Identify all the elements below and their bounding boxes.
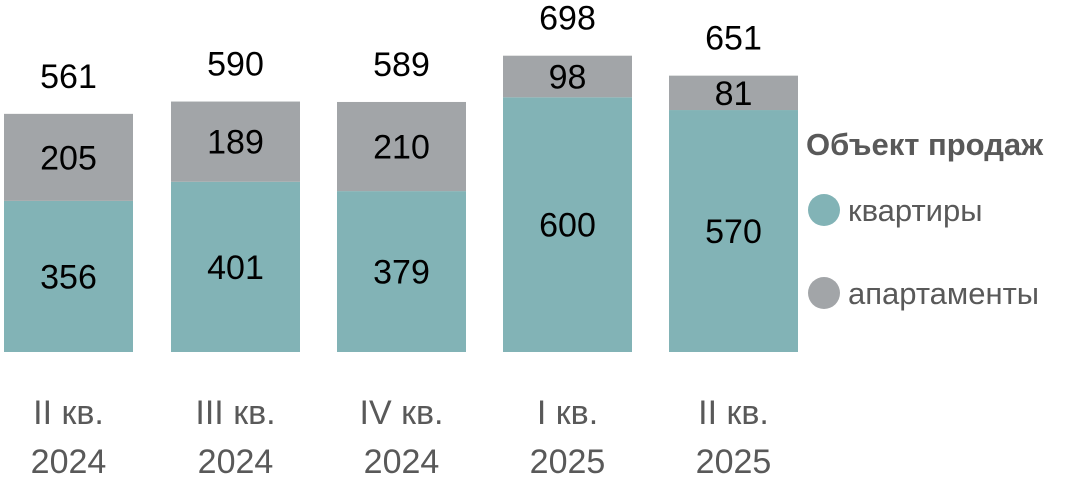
segment-value-label: 356 [40, 258, 97, 296]
bar-segment-apartments-service-2 [337, 101, 466, 192]
segment-value-label: 189 [207, 124, 264, 162]
category-label-line: II кв. [698, 394, 769, 432]
category-label-line: II кв. [33, 394, 104, 432]
total-value-label: 698 [539, 0, 596, 38]
bar-segment-apartments-flats-3 [503, 97, 632, 352]
segment-value-label: 600 [539, 207, 596, 245]
category-label-line: 2025 [696, 443, 772, 481]
segment-value-label: 379 [373, 254, 430, 292]
category-label-line: I кв. [537, 394, 598, 432]
bars-layer [4, 55, 798, 352]
segment-value-label: 570 [705, 213, 762, 251]
bar-segment-apartments-flats-0 [4, 200, 133, 352]
legend-label: квартиры [848, 193, 983, 228]
total-value-label: 589 [373, 46, 430, 84]
segment-value-label: 81 [715, 75, 753, 113]
legend-label: апартаменты [848, 276, 1039, 311]
bar-segment-apartments-service-0 [4, 113, 133, 201]
legend-title: Объект продаж [806, 127, 1044, 162]
bar-segment-apartments-flats-2 [337, 191, 466, 352]
legend-marker-icon [808, 277, 840, 309]
category-label-line: 2024 [31, 443, 107, 481]
segment-labels-layer: 356 205 401 189 379 210 600 98 570 81 [40, 58, 762, 296]
total-labels-layer: 561 590 589 698 651 [40, 0, 762, 96]
total-value-label: 651 [705, 20, 762, 58]
segment-value-label: 401 [207, 249, 264, 287]
category-label-line: 2024 [198, 443, 274, 481]
category-labels-layer: II кв. 2024 III кв. 2024 IV кв. 2024 I кв. 2025… [31, 394, 772, 481]
segment-value-label: 205 [40, 139, 97, 177]
total-value-label: 561 [40, 58, 97, 96]
segment-value-label: 210 [373, 129, 430, 167]
total-value-label: 590 [207, 46, 264, 84]
bar-segment-apartments-service-1 [171, 101, 300, 182]
category-label-line: III кв. [195, 394, 275, 432]
segment-value-label: 98 [549, 58, 587, 96]
bar-segment-apartments-service-3 [503, 55, 632, 98]
category-label-line: 2025 [530, 443, 606, 481]
legend-marker-icon [808, 194, 840, 226]
category-label-line: 2024 [364, 443, 440, 481]
bar-segment-apartments-flats-4 [669, 110, 798, 352]
legend-items: квартиры апартаменты [808, 193, 1039, 311]
legend: Объект продаж квартиры апартаменты [806, 127, 1044, 311]
bar-segment-apartments-flats-1 [171, 181, 300, 352]
category-label-line: IV кв. [360, 394, 444, 432]
bar-segment-apartments-service-4 [669, 75, 798, 111]
